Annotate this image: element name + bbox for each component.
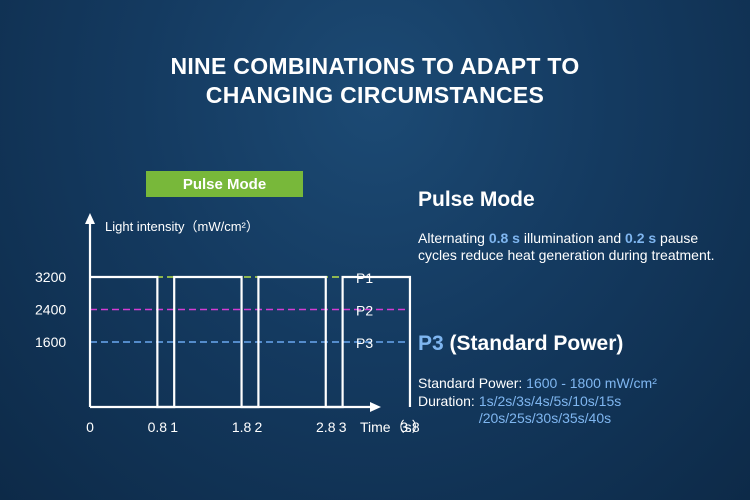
dur-values: 1s/2s/3s/4s/5s/10s/15s /20s/25s/30s/35s/… <box>479 393 621 427</box>
page-title: NINE COMBINATIONS TO ADAPT TO CHANGING C… <box>0 52 750 110</box>
x-axis-arrow <box>370 402 381 412</box>
p3-rest: (Standard Power) <box>443 332 624 355</box>
desc-pre: Alternating <box>418 230 489 246</box>
desc-post: pause cycles reduce heat generation duri… <box>418 230 715 263</box>
y-axis-arrow <box>85 213 95 224</box>
dur-line-2: /20s/25s/30s/35s/40s <box>478 410 612 426</box>
x-tick-label: 1.8 <box>232 419 252 435</box>
p3-label: P3 <box>418 332 444 355</box>
y-tick-label: 3200 <box>35 269 66 285</box>
p3-heading: P3 (Standard Power) <box>418 332 623 356</box>
standard-power: Standard Power: 1600 - 1800 mW/cm² <box>418 375 657 392</box>
desc-highlight-2: 0.2 s <box>625 230 657 246</box>
std-label: Standard Power: <box>418 375 527 391</box>
x-tick-label: 3.8 <box>400 419 420 435</box>
title-line-2: CHANGING CIRCUMSTANCES <box>205 82 545 108</box>
x-tick-label: 2.8 <box>316 419 336 435</box>
right-heading: Pulse Mode <box>418 188 535 211</box>
pulse-mode-pill: Pulse Mode <box>146 171 303 197</box>
x-tick-label: 0 <box>86 419 94 435</box>
y-axis-label: Light intensity（mW/cm²） <box>105 219 259 234</box>
x-tick-label: 1 <box>170 419 178 435</box>
dur-label: Duration: <box>418 393 475 409</box>
dur-line-1: 1s/2s/3s/4s/5s/10s/15s <box>478 393 622 409</box>
title-line-1: NINE COMBINATIONS TO ADAPT TO <box>170 53 580 79</box>
desc-mid: illumination and <box>519 230 626 246</box>
x-tick-label: 3 <box>339 419 347 435</box>
desc-highlight-1: 0.8 s <box>488 230 520 246</box>
x-axis-label: Time（s） <box>360 419 426 435</box>
series-label-p3: P3 <box>356 335 373 351</box>
x-tick-label: 0.8 <box>148 419 168 435</box>
y-tick-label: 2400 <box>35 302 66 318</box>
pulse-description: Alternating 0.8 s illumination and 0.2 s… <box>418 230 738 264</box>
series-label-p2: P2 <box>356 303 373 319</box>
duration: Duration: 1s/2s/3s/4s/5s/10s/15s /20s/25… <box>418 393 621 427</box>
x-tick-label: 2 <box>255 419 263 435</box>
y-tick-label: 1600 <box>35 334 66 350</box>
std-value: 1600 - 1800 mW/cm² <box>526 375 657 391</box>
